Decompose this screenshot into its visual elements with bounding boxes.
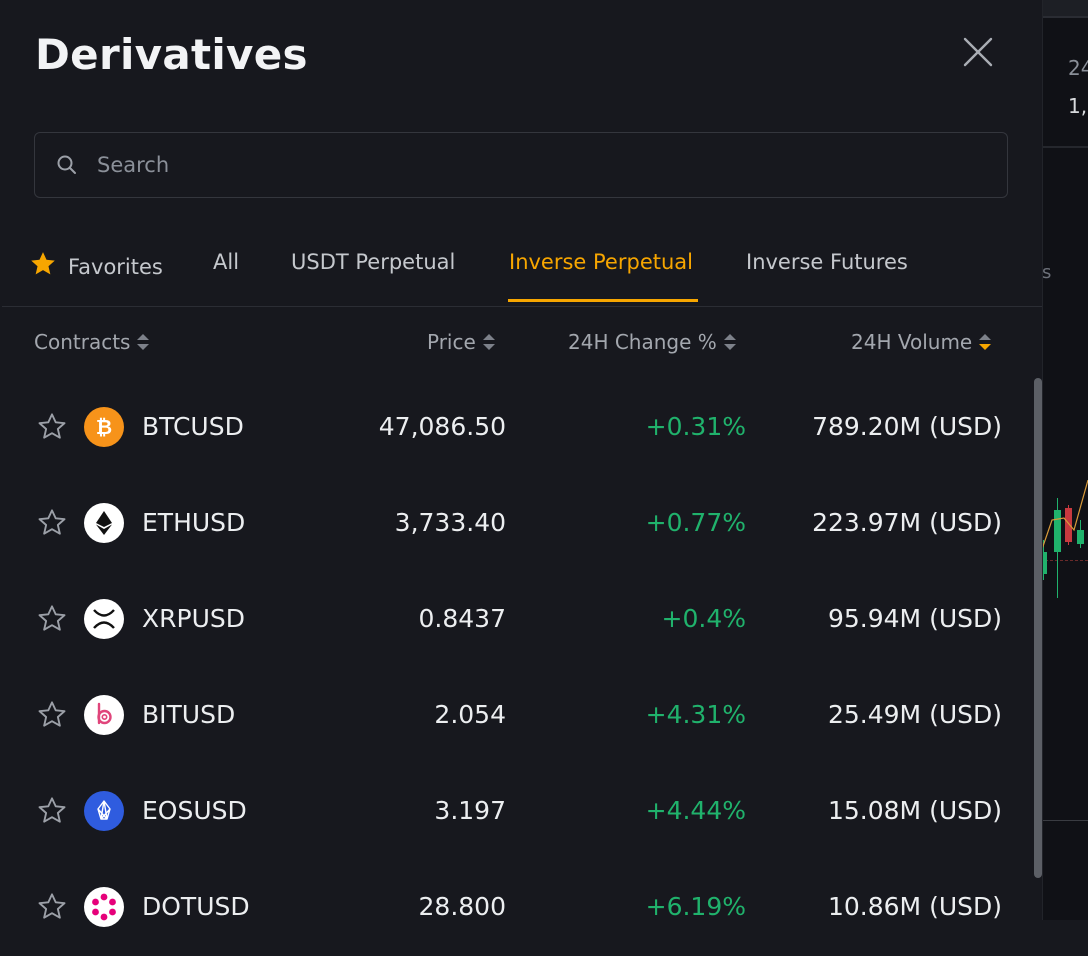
star-filled-icon — [31, 252, 55, 275]
bitcoin-icon: ₿ — [84, 407, 124, 447]
tab-inverse-perpetual[interactable]: Inverse Perpetual — [509, 250, 693, 274]
background-price-line — [1040, 560, 1088, 561]
contract-volume: 223.97M (USD) — [812, 508, 1002, 537]
background-app-panel: 24 1, s — [1040, 0, 1088, 920]
polkadot-icon — [84, 887, 124, 927]
star-outline-icon[interactable] — [36, 891, 68, 923]
contract-price: 3,733.40 — [394, 508, 506, 537]
background-horizontal-line — [1040, 820, 1088, 821]
contract-symbol: DOTUSD — [142, 892, 250, 921]
contract-volume: 10.86M (USD) — [827, 892, 1002, 921]
sort-descending-icon — [979, 334, 992, 350]
column-header-contracts-label: Contracts — [34, 330, 131, 354]
tab-all[interactable]: All — [213, 250, 240, 274]
contract-symbol: BITUSD — [142, 700, 236, 729]
background-line-indicator — [1040, 480, 1088, 556]
contract-price: 47,086.50 — [378, 412, 506, 441]
table-row[interactable]: DOTUSD 28.800 +6.19% 10.86M (USD) — [2, 860, 1032, 956]
contract-symbol: XRPUSD — [142, 604, 245, 633]
sort-icon — [137, 334, 150, 350]
contract-price: 2.054 — [434, 700, 506, 729]
star-outline-icon[interactable] — [36, 603, 68, 635]
contract-change: +0.31% — [645, 412, 746, 441]
sort-icon — [723, 334, 736, 350]
ethereum-icon — [84, 503, 124, 543]
background-stat-label: 24 — [1068, 56, 1088, 80]
contract-change: +4.31% — [645, 700, 746, 729]
sort-icon — [482, 334, 495, 350]
star-outline-icon[interactable] — [36, 507, 68, 539]
search-input[interactable] — [95, 144, 1007, 186]
background-stat-value: 1, — [1068, 94, 1088, 118]
search-icon — [57, 155, 76, 174]
contract-change: +0.77% — [645, 508, 746, 537]
contract-symbol: BTCUSD — [142, 412, 244, 441]
star-outline-icon[interactable] — [36, 795, 68, 827]
table-row[interactable]: ETHUSD 3,733.40 +0.77% 223.97M (USD) — [2, 476, 1032, 572]
table-row[interactable]: BITUSD 2.054 +4.31% 25.49M (USD) — [2, 668, 1032, 764]
contract-symbol: ETHUSD — [142, 508, 246, 537]
contract-price: 3.197 — [434, 796, 506, 825]
background-divider — [1040, 146, 1088, 148]
eos-icon — [84, 791, 124, 831]
category-tabs: Favorites All USDT Perpetual Inverse Per… — [2, 236, 1042, 307]
column-header-24h-volume[interactable]: 24H Volume — [851, 330, 992, 354]
table-row[interactable]: XRPUSD 0.8437 +0.4% 95.94M (USD) — [2, 572, 1032, 668]
modal-title: Derivatives — [35, 30, 308, 79]
close-button[interactable] — [960, 34, 996, 70]
active-tab-indicator — [508, 299, 698, 302]
tab-inverse-futures[interactable]: Inverse Futures — [746, 250, 908, 274]
background-header-bar — [1040, 0, 1088, 18]
background-tab-fragment: s — [1042, 262, 1052, 283]
contract-volume: 15.08M (USD) — [827, 796, 1002, 825]
column-header-24h-change[interactable]: 24H Change % — [568, 330, 737, 354]
contract-change: +0.4% — [661, 604, 746, 633]
bitdao-icon — [84, 695, 124, 735]
contract-price: 0.8437 — [418, 604, 506, 633]
star-outline-icon[interactable] — [36, 699, 68, 731]
contract-volume: 789.20M (USD) — [812, 412, 1002, 441]
scrollbar[interactable] — [1034, 378, 1042, 878]
derivatives-modal: Derivatives Favorites All USDT Perpetual… — [2, 0, 1043, 927]
contract-change: +6.19% — [645, 892, 746, 921]
search-box[interactable] — [34, 132, 1008, 198]
contract-volume: 25.49M (USD) — [827, 700, 1002, 729]
xrp-icon — [84, 599, 124, 639]
star-outline-icon[interactable] — [36, 411, 68, 443]
contract-change: +4.44% — [645, 796, 746, 825]
table-row[interactable]: EOSUSD 3.197 +4.44% 15.08M (USD) — [2, 764, 1032, 860]
column-header-price-label: Price — [427, 330, 476, 354]
tab-favorites[interactable]: Favorites — [28, 250, 163, 279]
column-header-contracts[interactable]: Contracts — [34, 330, 150, 354]
table-row[interactable]: ₿ BTCUSD 47,086.50 +0.31% 789.20M (USD) — [2, 380, 1032, 476]
contract-volume: 95.94M (USD) — [827, 604, 1002, 633]
contract-price: 28.800 — [418, 892, 506, 921]
tab-favorites-label: Favorites — [68, 255, 163, 279]
close-icon — [963, 37, 993, 67]
column-header-price[interactable]: Price — [427, 330, 496, 354]
column-header-24h-volume-label: 24H Volume — [851, 330, 973, 354]
tab-usdt-perpetual[interactable]: USDT Perpetual — [291, 250, 456, 274]
column-header-24h-change-label: 24H Change % — [568, 330, 717, 354]
contract-symbol: EOSUSD — [142, 796, 247, 825]
